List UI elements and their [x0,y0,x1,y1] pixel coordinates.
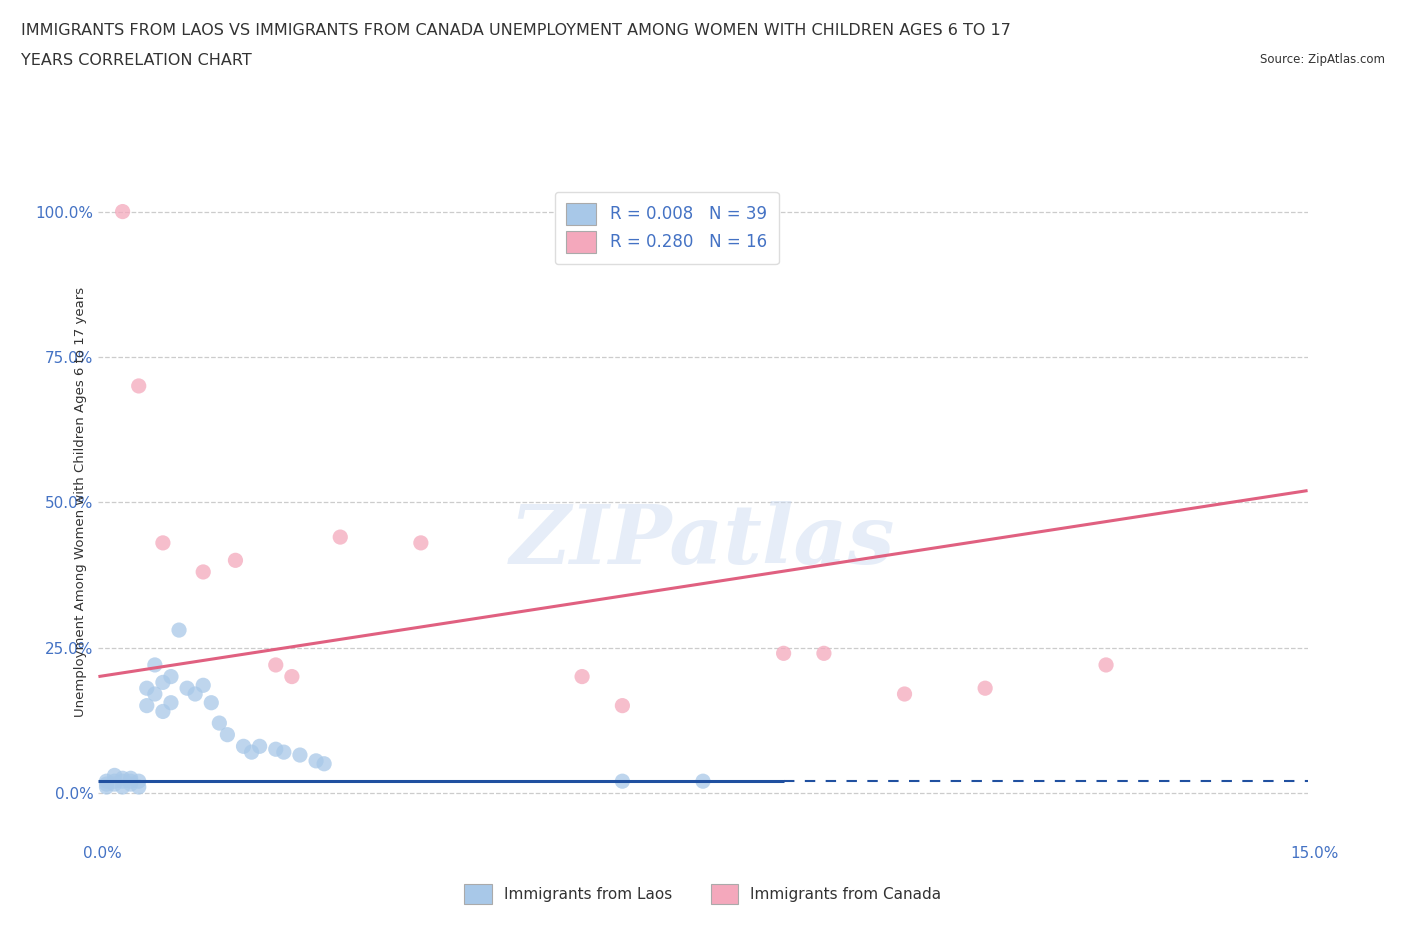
Text: ZIPatlas: ZIPatlas [510,501,896,581]
Text: 0.0%: 0.0% [83,846,122,861]
Point [167,623,190,638]
Point [143,658,166,672]
Point [160,670,183,684]
Point [273,745,295,760]
Point [128,779,150,794]
Point [893,686,915,701]
Point [135,681,157,696]
Point [813,646,835,661]
Point [103,774,125,789]
Point [152,536,174,551]
Point [120,777,142,791]
Point [264,742,287,757]
Point [974,681,997,696]
Text: Source: ZipAtlas.com: Source: ZipAtlas.com [1260,53,1385,66]
Point [772,646,794,661]
Point [281,670,304,684]
Point [152,675,174,690]
Point [217,727,239,742]
Point [314,756,336,771]
Point [103,777,125,791]
Text: 15.0%: 15.0% [1291,846,1339,861]
Point [135,698,157,713]
Point [232,738,254,753]
Point [96,777,118,791]
Point [120,771,142,786]
Point [103,768,125,783]
Point [249,738,271,753]
Point [160,696,183,711]
Legend: Immigrants from Laos, Immigrants from Canada: Immigrants from Laos, Immigrants from Ca… [457,876,949,911]
Text: YEARS CORRELATION CHART: YEARS CORRELATION CHART [21,53,252,68]
Point [143,686,166,701]
Point [612,698,634,713]
Point [305,753,328,768]
Text: IMMIGRANTS FROM LAOS VS IMMIGRANTS FROM CANADA UNEMPLOYMENT AMONG WOMEN WITH CHI: IMMIGRANTS FROM LAOS VS IMMIGRANTS FROM … [21,23,1011,38]
Point [111,205,134,219]
Point [176,681,198,696]
Point [193,565,215,579]
Point [128,774,150,789]
Point [224,552,246,567]
Y-axis label: Unemployment Among Women with Children Ages 6 to 17 years: Unemployment Among Women with Children A… [75,287,87,717]
Point [184,686,207,701]
Point [111,774,134,789]
Point [264,658,287,672]
Point [128,379,150,393]
Point [96,774,118,789]
Point [692,774,714,789]
Point [329,530,352,545]
Point [193,678,215,693]
Point [240,745,263,760]
Point [120,774,142,789]
Point [612,774,634,789]
Point [409,536,432,551]
Point [152,704,174,719]
Point [200,696,222,711]
Point [111,779,134,794]
Point [288,748,311,763]
Point [96,779,118,794]
Point [1095,658,1118,672]
Point [571,670,593,684]
Point [208,716,231,731]
Point [111,771,134,786]
